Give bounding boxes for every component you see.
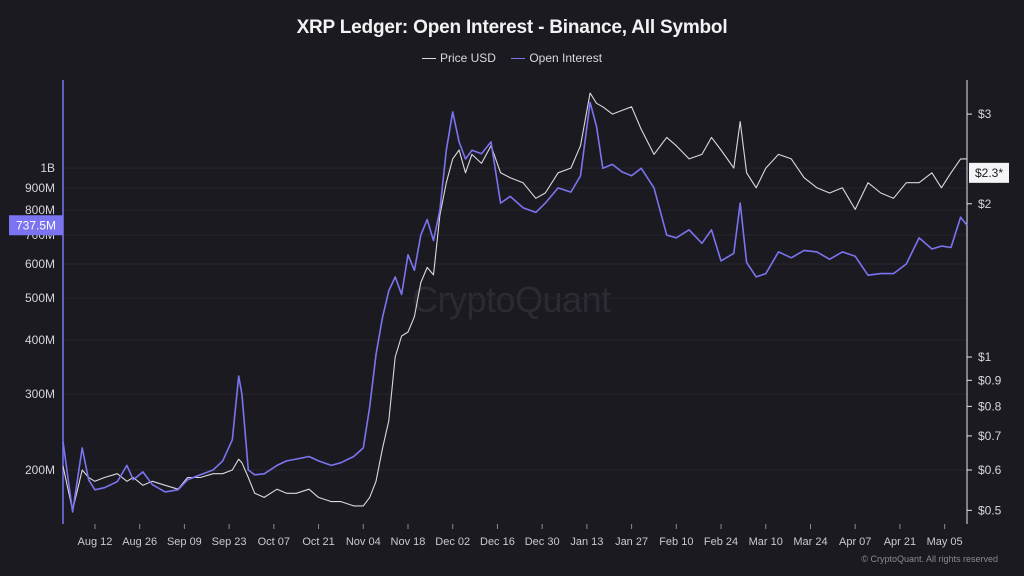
chart-legend: Price USD Open Interest xyxy=(0,50,1024,65)
left-tick-label: 600M xyxy=(25,257,55,271)
series-line-price xyxy=(62,92,967,511)
x-tick-label: Dec 16 xyxy=(480,536,515,548)
chart-title: XRP Ledger: Open Interest - Binance, All… xyxy=(296,17,728,38)
left-tick-label: 200M xyxy=(25,463,55,477)
right-tick-label: $1 xyxy=(978,350,992,364)
x-tick-label: Dec 02 xyxy=(435,536,470,548)
x-tick-label: Aug 12 xyxy=(78,536,113,548)
x-tick-label: Nov 04 xyxy=(346,536,381,548)
x-tick-label: Sep 23 xyxy=(212,536,247,548)
copyright-credit: © CryptoQuant. All rights reserved xyxy=(861,554,998,564)
legend-label-price: Price USD xyxy=(439,50,496,65)
right-tick-label: $2 xyxy=(978,197,992,211)
x-tick-label: Oct 21 xyxy=(302,536,334,548)
x-tick-label: Sep 09 xyxy=(167,536,202,548)
legend-item-open-interest[interactable]: Open Interest xyxy=(511,51,602,65)
series-line-open-interest xyxy=(62,101,968,513)
right-tick-label: $0.7 xyxy=(978,429,1002,443)
grid-lines xyxy=(63,167,967,471)
left-tick-label: 400M xyxy=(25,333,55,347)
legend-swatch-open-interest xyxy=(511,58,526,60)
left-axis-ticks: 200M300M400M500M600M700M800M900M1B xyxy=(25,161,55,477)
x-tick-label: Apr 07 xyxy=(839,536,871,548)
x-axis-ticks: Aug 12 Aug 26 Sep 09 Sep 23 Oct 07 Oct 21 Nov … xyxy=(78,524,963,548)
x-tick-label: Nov 18 xyxy=(391,536,426,548)
x-tick-label: May 05 xyxy=(927,536,963,548)
right-current-badge xyxy=(969,162,1009,183)
left-current-label: 737.5M xyxy=(16,218,56,232)
legend-item-price[interactable]: Price USD xyxy=(421,50,496,65)
watermark: CryptoQuant xyxy=(412,279,611,320)
left-tick-label: 500M xyxy=(25,291,55,305)
x-tick-label: Mar 24 xyxy=(793,536,827,548)
x-tick-label: Aug 26 xyxy=(122,536,157,548)
right-axis-ticks: $0.5 $0.6 $0.7 $0.8 $0.9 $1 $2 $3 xyxy=(967,107,1002,517)
left-tick-label: 300M xyxy=(25,387,55,401)
right-tick-label: $0.8 xyxy=(978,399,1002,413)
right-current-label: $2.3* xyxy=(975,166,1003,180)
right-tick-label: $0.9 xyxy=(978,373,1002,387)
right-tick-label: $0.6 xyxy=(978,463,1002,477)
x-tick-label: Apr 21 xyxy=(884,536,916,548)
x-tick-label: Oct 07 xyxy=(258,536,290,548)
series-layer xyxy=(62,92,968,513)
x-tick-label: Dec 30 xyxy=(525,536,560,548)
x-tick-label: Feb 10 xyxy=(659,536,693,548)
right-tick-label: $3 xyxy=(978,107,992,121)
x-tick-label: Jan 13 xyxy=(570,536,603,548)
x-tick-label: Mar 10 xyxy=(749,536,783,548)
legend-label-open-interest: Open Interest xyxy=(529,50,603,65)
legend-swatch-price xyxy=(421,58,436,60)
left-tick-label: 800M xyxy=(25,203,55,217)
x-tick-label: Jan 27 xyxy=(615,536,648,548)
left-current-badge xyxy=(9,215,63,236)
current-value-badges: 737.5M $2.3* xyxy=(9,162,1009,236)
x-tick-label: Feb 24 xyxy=(704,536,738,548)
left-tick-label: 1B xyxy=(40,161,55,175)
right-tick-label: $0.5 xyxy=(978,503,1002,517)
left-tick-label: 900M xyxy=(25,181,55,195)
